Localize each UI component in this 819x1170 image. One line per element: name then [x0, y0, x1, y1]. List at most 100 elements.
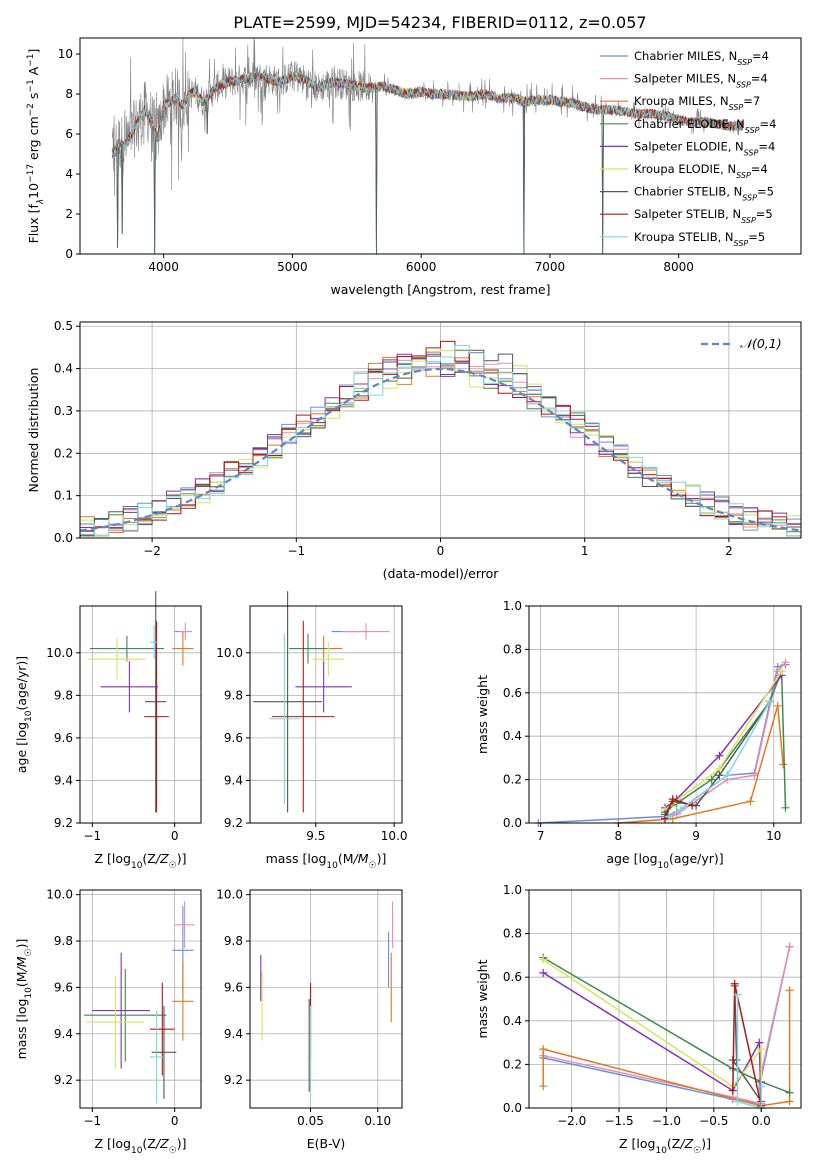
x-axis-label: age [log10(age/yr)]: [606, 851, 723, 871]
y-tick-label: 0: [65, 247, 73, 261]
plot-age_vs_mass: [253, 591, 390, 813]
mass-weight-marker: [733, 1097, 742, 1106]
y-axis-label: mass weight: [475, 675, 490, 754]
y-tick-label: 10.0: [46, 646, 73, 660]
mass-weight-line: [664, 670, 783, 811]
legend-entry: 𝒩(0,1): [740, 336, 782, 351]
y-axis-label: mass weight: [475, 959, 490, 1038]
grid-age_vs_Z: [80, 606, 201, 824]
axes-mass_vs_EBV: 0.05 0.10 9.2 9.4 9.6 9.8 10.0 E(B-V): [216, 888, 403, 1151]
x-tick-label: 9: [692, 829, 700, 843]
panel-residuals: −2 −1 0 1 2 0.0 0.1 0.2 0.3 0.4 0.5 𝒩(0,1) (data-mod…: [26, 319, 802, 581]
panel-mass_vs_EBV: 0.05 0.10 9.2 9.4 9.6 9.8 10.0 E(B-V): [216, 888, 403, 1151]
mass-weight-marker: [688, 801, 697, 810]
x-tick-label: 7: [537, 829, 545, 843]
figure-title: PLATE=2599, MJD=54234, FIBERID=0112, z=0…: [233, 13, 646, 32]
errorbar-point: [151, 1005, 177, 1099]
y-tick-label: 0.8: [503, 927, 522, 941]
x-tick-label: 5000: [277, 260, 308, 274]
axes-mass_vs_Z: −1 0 9.2 9.4 9.6 9.8 10.0 Z [log10(Z/Z☉)] mass […: [14, 888, 202, 1156]
residual-histogram-5: [80, 350, 801, 537]
mass-weight-marker: [781, 658, 790, 667]
errorbar-point: [271, 620, 335, 813]
errorbar-point: [89, 635, 164, 662]
axes-residuals: −2 −1 0 1 2 0.0 0.1 0.2 0.3 0.4 0.5 𝒩(0,1) (data-mod…: [26, 319, 802, 581]
mass-weight-line: [538, 663, 786, 824]
axes-age_vs_Z: −1 0 9.2 9.4 9.6 9.8 10.0 Z [log10(Z/Z☉)] age [l…: [14, 605, 202, 871]
mass-weight-line: [668, 701, 771, 818]
y-tick-label: 9.6: [224, 980, 243, 994]
y-tick-label: 9.2: [224, 816, 243, 830]
axes-age_vs_mass: 9.5 10.0 9.2 9.4 9.6 9.8 10.0 mass [log10(M/M☉)…: [216, 605, 408, 871]
errorbar-point: [342, 623, 390, 641]
mass-weight-marker: [765, 697, 774, 706]
y-tick-label: 10: [58, 47, 73, 61]
y-tick-label: 6: [65, 127, 73, 141]
mass-weight-marker: [730, 979, 739, 988]
mass-weight-marker: [777, 667, 786, 676]
errorbar-point: [178, 623, 192, 641]
y-tick-label: 8: [65, 87, 73, 101]
x-tick-label: 2: [725, 544, 733, 558]
x-tick-label: 10: [766, 829, 781, 843]
y-tick-label: 0.0: [503, 1101, 522, 1115]
x-axis-label: mass [log10(M/M☉)]: [266, 851, 387, 871]
mass-weight-marker: [707, 775, 716, 784]
y-tick-label: 2: [65, 207, 73, 221]
errorbar-point: [174, 901, 195, 948]
y-axis-label: mass [log10(M/M☉)]: [14, 939, 34, 1060]
mass-weight-marker: [676, 805, 685, 814]
mass-weight-line: [664, 670, 787, 813]
y-tick-label: 1.0: [503, 883, 522, 897]
x-tick-label: −1.0: [652, 1114, 681, 1128]
panel-massweight_vs_Z: −2.0 −1.5 −1.0 −0.5 0.0 0.0 0.2 0.4 0.6 0.8 1.0 Z […: [475, 883, 802, 1156]
panel-mass_vs_Z: −1 0 9.2 9.4 9.6 9.8 10.0 Z [log10(Z/Z☉)] mass […: [14, 888, 202, 1156]
axes-frame: [79, 605, 202, 824]
errorbar-point: [92, 952, 150, 1069]
mass-weight-marker: [785, 1088, 794, 1097]
model-spectrum-8: [111, 70, 743, 156]
mass-weight-marker: [773, 701, 782, 710]
errorbar-point: [100, 661, 159, 713]
plot-residuals: [79, 340, 802, 537]
legend-entry: Kroupa STELIB, NSSP=5: [634, 230, 765, 248]
y-tick-label: 0.2: [503, 773, 522, 787]
x-tick-label: 6000: [406, 260, 437, 274]
x-axis-label: Z [log10(Z/Z☉)]: [94, 851, 186, 871]
errorbar-point: [149, 1010, 164, 1104]
x-axis-label: Z [log10(Z/Z☉)]: [94, 1136, 186, 1156]
y-tick-label: 0.2: [54, 446, 73, 460]
y-tick-label: 0.3: [54, 404, 73, 418]
x-tick-label: 7000: [535, 260, 566, 274]
y-tick-label: 9.8: [54, 934, 73, 948]
y-tick-label: 9.4: [224, 1027, 243, 1041]
mass-weight-marker: [785, 1097, 794, 1106]
mass-weight-marker: [664, 812, 673, 821]
y-tick-label: 9.8: [224, 688, 243, 702]
normal-reference-curve: [79, 367, 802, 532]
y-tick-label: 0.4: [54, 362, 73, 376]
mass-weight-line: [736, 994, 762, 1109]
axes-frame: [79, 889, 202, 1109]
y-tick-label: 9.2: [54, 1073, 73, 1087]
plot-mass_vs_Z: [84, 901, 195, 1104]
errorbar-point: [312, 642, 345, 677]
x-tick-label: 0: [171, 1114, 179, 1128]
y-tick-label: 9.4: [224, 773, 243, 787]
y-tick-label: 9.2: [224, 1073, 243, 1087]
mass-weight-line: [664, 661, 787, 820]
mass-weight-marker: [728, 1086, 737, 1095]
panel-age_vs_mass: 9.5 10.0 9.2 9.4 9.6 9.8 10.0 mass [log10(M/M☉)…: [216, 591, 408, 871]
legend-entry: Kroupa MILES, NSSP=7: [634, 94, 760, 112]
y-tick-label: 0.0: [54, 531, 73, 545]
y-tick-label: 10.0: [216, 646, 243, 660]
mass-weight-marker: [755, 1038, 764, 1047]
y-tick-label: 9.6: [54, 980, 73, 994]
errorbar-point: [149, 625, 159, 660]
y-tick-label: 0.1: [54, 489, 73, 503]
mass-weight-marker: [757, 1082, 766, 1091]
y-tick-label: 9.8: [54, 688, 73, 702]
x-tick-label: 0.10: [364, 1114, 391, 1128]
y-tick-label: 9.2: [54, 816, 73, 830]
